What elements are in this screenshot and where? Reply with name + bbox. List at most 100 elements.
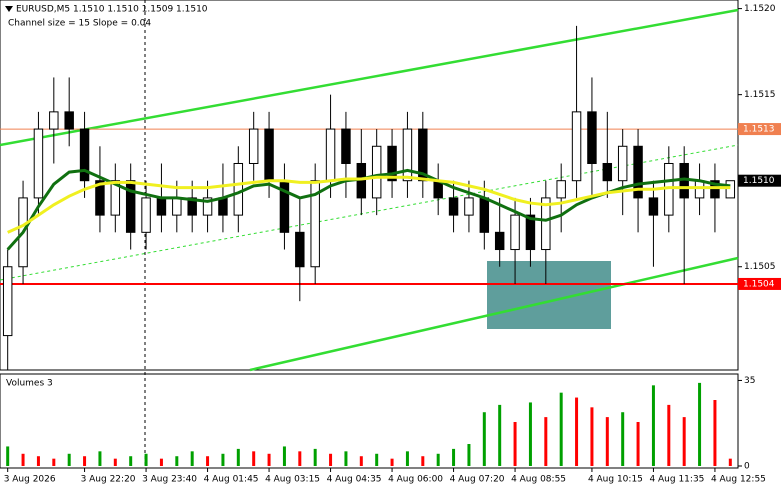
volume-bar xyxy=(605,417,609,466)
x-tick-label: 4 Aug 11:35 xyxy=(649,475,704,485)
candle-body xyxy=(402,128,413,182)
volume-bar xyxy=(83,456,87,466)
volume-tick-label: 35 xyxy=(744,376,755,386)
candle-body xyxy=(464,197,474,216)
candle-body xyxy=(310,180,320,268)
volume-bar xyxy=(98,451,102,466)
x-tick-label: 4 Aug 10:15 xyxy=(588,475,643,485)
volume-bar xyxy=(421,456,425,466)
candle-body xyxy=(556,180,566,199)
candle-body xyxy=(387,145,397,182)
candle-body xyxy=(587,111,597,164)
volume-bar xyxy=(390,458,394,466)
candle-body xyxy=(2,266,13,337)
candle-body xyxy=(479,197,490,233)
y-tick-label: 1.1520 xyxy=(744,4,776,14)
volume-bar xyxy=(36,456,40,466)
price-panel xyxy=(0,0,739,371)
volume-bar xyxy=(282,446,286,466)
volume-bar xyxy=(698,382,702,466)
volume-bar xyxy=(405,451,409,466)
candle-body xyxy=(418,128,428,182)
volume-bar xyxy=(175,456,179,466)
x-tick-label: 4 Aug 07:20 xyxy=(450,475,505,485)
candle-body xyxy=(110,180,121,216)
current-price-box xyxy=(738,174,781,187)
volume-bar xyxy=(359,456,363,466)
x-tick-label: 4 Aug 12:55 xyxy=(711,475,766,485)
volume-bar xyxy=(590,407,594,466)
volume-bar xyxy=(513,422,517,466)
x-tick-label: 4 Aug 01:45 xyxy=(204,475,259,485)
candle-body xyxy=(49,111,59,130)
volume-bar xyxy=(236,448,240,466)
candle-body xyxy=(95,180,105,216)
candle-body xyxy=(187,197,197,216)
volume-tick-label: 0 xyxy=(744,462,750,472)
candle-body xyxy=(141,197,151,233)
volume-bar xyxy=(144,453,148,466)
current-price-label: 1.1510 xyxy=(743,176,775,186)
volume-bar xyxy=(621,412,625,466)
volume-bar xyxy=(52,458,56,466)
volume-bar xyxy=(528,402,532,466)
candle-body xyxy=(125,180,136,233)
volume-bar xyxy=(682,417,686,466)
candle-body xyxy=(233,162,244,216)
level-label: 1.1504 xyxy=(743,279,775,289)
volume-bar xyxy=(67,453,71,466)
volume-bar xyxy=(344,451,348,466)
volume-bar xyxy=(129,456,133,466)
volume-bar xyxy=(667,404,671,466)
volume-bar xyxy=(559,392,563,466)
volume-bar xyxy=(651,385,655,466)
volume-bar xyxy=(436,453,440,466)
level-label: 1.1513 xyxy=(743,125,775,135)
x-tick-label: 4 Aug 03:15 xyxy=(265,475,320,485)
candle-body xyxy=(79,128,90,182)
volume-bar xyxy=(298,451,302,466)
volume-bar xyxy=(221,453,225,466)
x-tick-label: 3 Aug 2026 xyxy=(4,475,56,485)
x-tick-label: 4 Aug 08:55 xyxy=(511,475,566,485)
candle-body xyxy=(325,128,336,182)
y-tick-label: 1.1515 xyxy=(744,90,776,100)
candle-body xyxy=(248,128,259,164)
volume-bar xyxy=(21,453,25,466)
candle-body xyxy=(525,214,536,251)
volume-bar xyxy=(313,448,317,466)
volume-bar xyxy=(467,444,471,466)
volume-bar xyxy=(375,453,379,466)
level-label-box xyxy=(738,277,781,290)
marks xyxy=(0,25,738,370)
candle-body xyxy=(571,111,582,182)
volume-panel xyxy=(0,373,739,469)
volume-bar xyxy=(159,458,163,466)
candle-body xyxy=(710,180,720,199)
volume-bar xyxy=(728,458,732,466)
volume-title: Volumes 3 xyxy=(6,379,53,389)
x-tick-label: 4 Aug 04:35 xyxy=(327,475,382,485)
candle-body xyxy=(156,197,167,216)
candle-body xyxy=(648,197,659,216)
x-tick-label: 3 Aug 22:20 xyxy=(81,475,136,485)
candle-body xyxy=(617,145,628,182)
candle-body xyxy=(725,180,736,199)
candle-body xyxy=(202,197,213,216)
candle-body xyxy=(448,197,459,216)
channel-middle xyxy=(0,144,739,281)
candle-body xyxy=(494,231,505,251)
chart-title: EURUSD,M5 1.1510 1.1510 1.1509 1.1510 xyxy=(16,5,208,15)
candle-body xyxy=(64,111,74,130)
volume-bar xyxy=(6,446,10,466)
volume-bar xyxy=(498,404,502,466)
candle-body xyxy=(694,180,705,199)
candle-body xyxy=(218,197,228,216)
highlight-zone xyxy=(487,261,611,329)
x-tick-label: 3 Aug 23:40 xyxy=(142,475,197,485)
level-label-box xyxy=(738,123,781,136)
volume-bar xyxy=(329,453,333,466)
volume-bar xyxy=(482,412,486,466)
